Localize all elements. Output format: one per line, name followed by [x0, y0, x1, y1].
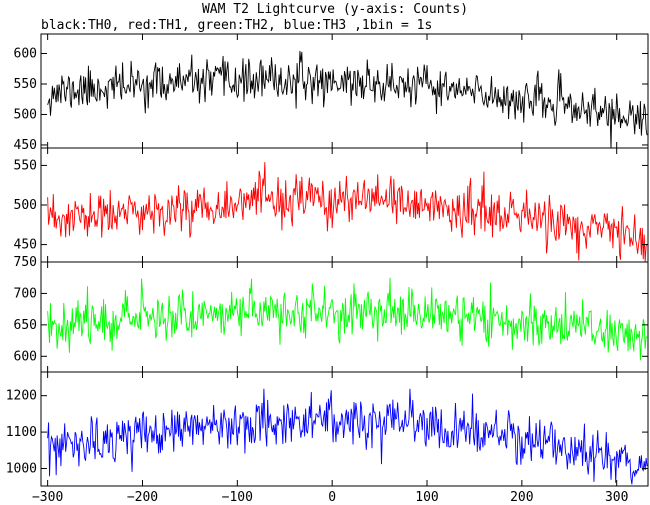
y-tick-label: 600 [14, 349, 37, 364]
y-tick-label: 1200 [6, 389, 37, 404]
series-th1-line [47, 162, 648, 262]
y-tick-label: 700 [14, 286, 37, 301]
y-tick-label: 550 [14, 77, 37, 92]
x-tick-label: −200 [127, 490, 158, 505]
panel-frame [40, 371, 649, 487]
x-axis: −300 −200 −100 0 100 200 300 [32, 490, 628, 505]
y-tick-label: 650 [14, 318, 37, 333]
panel-th2: 600 650 700 750 [14, 255, 649, 373]
x-tick-label: 100 [415, 490, 438, 505]
y-tick-label: 500 [14, 198, 37, 213]
y-tick-label: 450 [14, 238, 37, 253]
x-tick-label: −300 [32, 490, 63, 505]
panel-th1: 450 500 550 [14, 147, 649, 263]
y-tick-label: 550 [14, 158, 37, 173]
panel-frame [40, 33, 649, 149]
y-tick-label: 750 [14, 255, 37, 270]
chart-title: WAM T2 Lightcurve (y-axis: Counts) [202, 2, 468, 17]
x-tick-label: 0 [328, 490, 336, 505]
y-tick-label: 600 [14, 47, 37, 62]
y-tick-label: 1100 [6, 425, 37, 440]
y-tick-label: 1000 [6, 462, 37, 477]
y-tick-label: 450 [14, 138, 37, 153]
chart-subtitle: black:TH0, red:TH1, green:TH2, blue:TH3 … [41, 18, 432, 33]
series-th3-line [47, 388, 648, 485]
y-tick-label: 500 [14, 107, 37, 122]
panel-th3: 1000 1100 1200 [6, 371, 649, 487]
x-tick-label: 300 [605, 490, 628, 505]
x-tick-label: −100 [222, 490, 253, 505]
panel-th0: 450 500 550 600 [14, 33, 649, 153]
series-th0-line [47, 50, 648, 148]
panels-group: 450 500 550 600 450 500 550 600 650 700 750 1000 110… [6, 33, 649, 487]
series-th2-line [47, 277, 648, 361]
x-tick-label: 200 [510, 490, 533, 505]
